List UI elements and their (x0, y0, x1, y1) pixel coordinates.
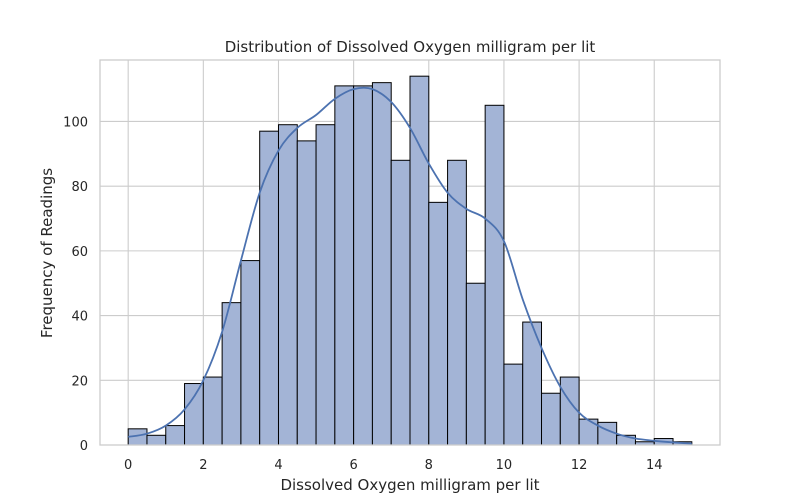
histogram-bars (127, 75, 693, 446)
x-axis-label: Dissolved Oxygen milligram per lit (280, 476, 539, 494)
histogram-bar (146, 434, 167, 446)
histogram-bar (259, 130, 279, 446)
y-tick-label: 60 (71, 245, 88, 260)
histogram-bar (371, 82, 392, 446)
x-tick-label: 8 (425, 458, 433, 473)
y-tick-label: 80 (71, 180, 88, 195)
histogram-bar (484, 104, 505, 446)
histogram-bar (315, 124, 336, 446)
y-tick-label: 40 (71, 310, 88, 325)
y-tick-label: 20 (71, 374, 88, 389)
chart-title: Distribution of Dissolved Oxygen milligr… (225, 38, 596, 56)
histogram-bar (559, 376, 580, 446)
histogram-bar (503, 363, 524, 446)
x-tick-label: 6 (349, 458, 357, 473)
histogram-bar (541, 392, 561, 446)
x-tick-label: 2 (199, 458, 207, 473)
histogram-bar (578, 418, 599, 446)
y-axis-label: Frequency of Readings (38, 168, 56, 338)
histogram-bar (202, 376, 223, 446)
histogram-bar (165, 425, 186, 446)
y-tick-labels: 0 20 40 60 80 100 (63, 115, 88, 454)
histogram-bar (296, 140, 317, 446)
plot-frame (99, 59, 721, 446)
histogram-bar (277, 124, 298, 446)
histogram-bar (447, 159, 467, 446)
y-tick-label: 0 (80, 439, 88, 454)
histogram-bar (353, 85, 373, 446)
x-tick-label: 10 (496, 458, 513, 473)
x-tick-label: 0 (124, 458, 132, 473)
histogram-bar (184, 383, 204, 446)
histogram-bar (390, 159, 411, 446)
x-tick-label: 4 (274, 458, 282, 473)
histogram-bar (240, 260, 261, 446)
histogram-bar (334, 85, 355, 446)
kde-curve (128, 86, 692, 445)
histogram-bar (597, 421, 618, 446)
x-tick-label: 12 (571, 458, 588, 473)
histogram-bar (465, 282, 486, 446)
x-tick-label: 14 (646, 458, 663, 473)
histogram-bar (428, 201, 449, 446)
y-tick-label: 100 (63, 115, 88, 130)
x-tick-labels: 0 2 4 6 8 10 12 14 (124, 458, 662, 473)
